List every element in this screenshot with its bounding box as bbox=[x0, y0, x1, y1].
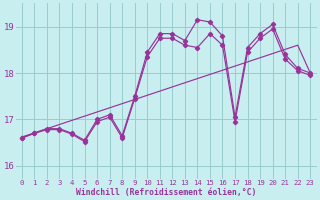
X-axis label: Windchill (Refroidissement éolien,°C): Windchill (Refroidissement éolien,°C) bbox=[76, 188, 256, 197]
